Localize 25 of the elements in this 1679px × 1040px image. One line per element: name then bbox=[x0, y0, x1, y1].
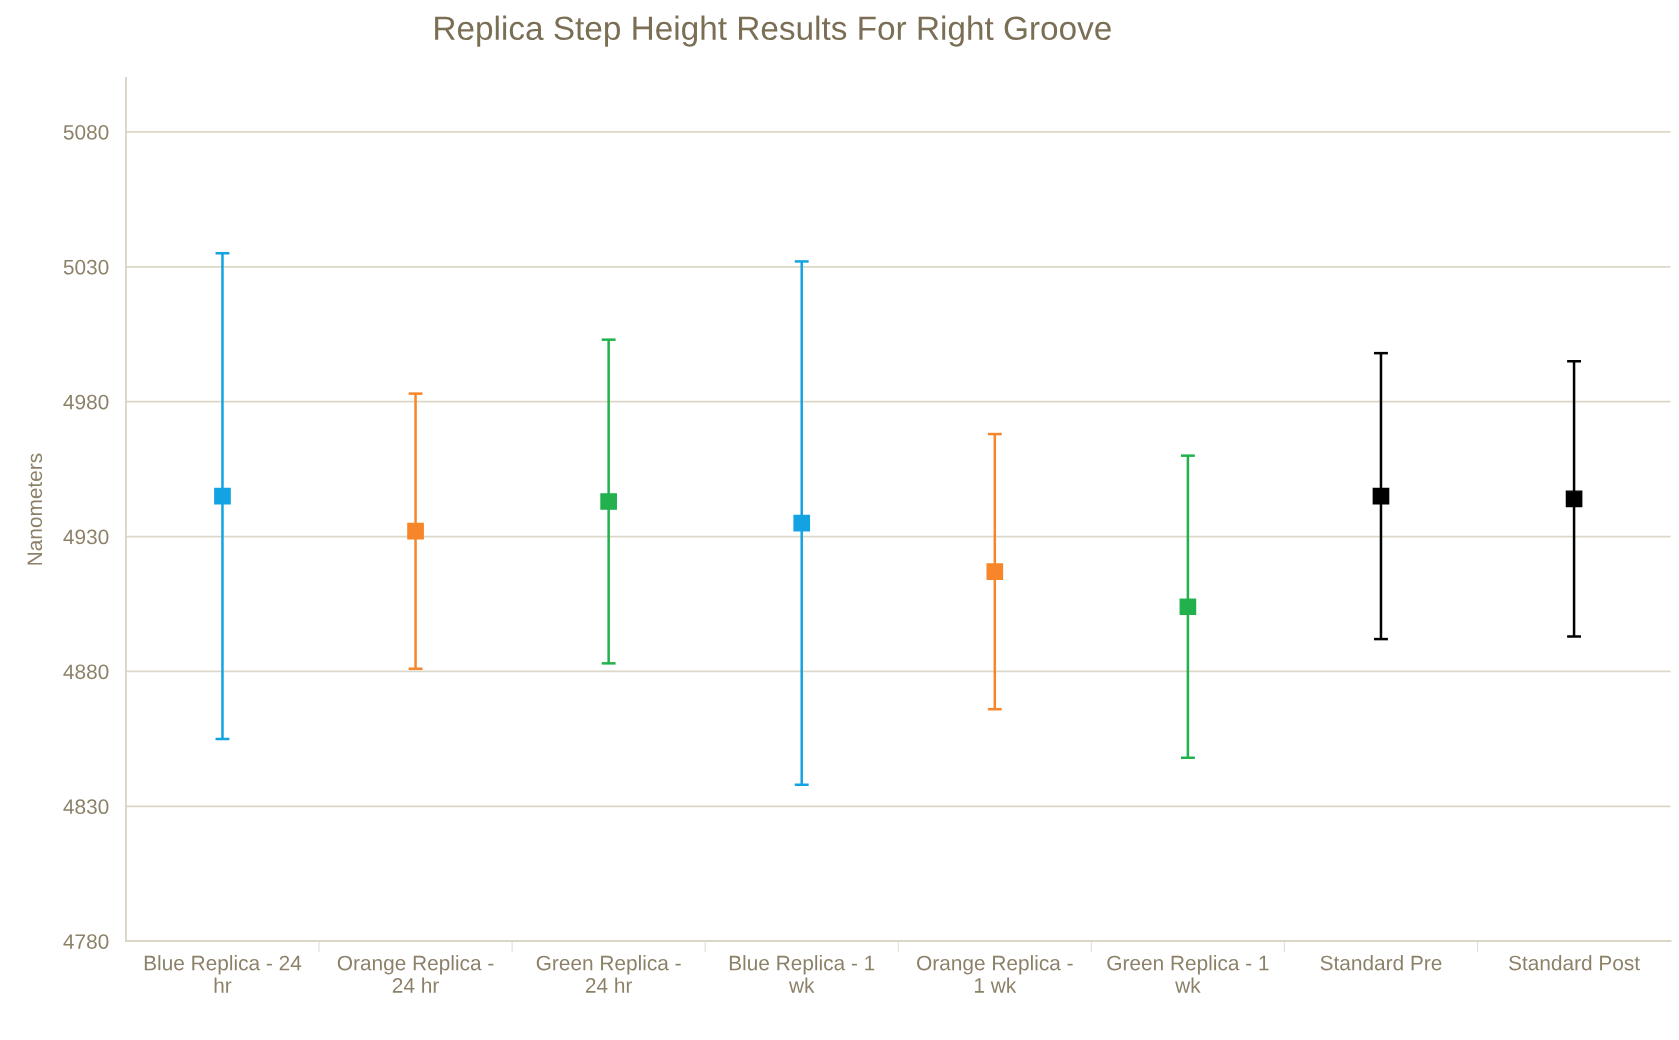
y-tick-label: 4830 bbox=[63, 799, 109, 815]
y-axis-title: Nanometers bbox=[27, 453, 43, 565]
x-tick-label: Blue Replica - 24 hr bbox=[144, 955, 302, 993]
x-tick-label: Standard Pre bbox=[1320, 955, 1442, 971]
point bbox=[1179, 598, 1197, 616]
point bbox=[793, 514, 811, 532]
point bbox=[1372, 487, 1390, 505]
x-tick-label: Orange Replica - 24 hr bbox=[337, 955, 494, 993]
chart-title: Replica Step Height Results For Right Groove bbox=[435, 15, 1111, 47]
point bbox=[214, 487, 231, 505]
y-tick-label: 5030 bbox=[63, 259, 109, 275]
x-tick-label: Standard Post bbox=[1509, 955, 1640, 971]
y-tick-label: 4930 bbox=[63, 529, 109, 545]
y-tick-label: 5080 bbox=[63, 124, 109, 140]
x-tick-label: Orange Replica - 1 wk bbox=[917, 955, 1073, 993]
y-tick-label: 4980 bbox=[63, 394, 109, 410]
point bbox=[1565, 490, 1583, 508]
y-tick-label: 4780 bbox=[63, 934, 109, 949]
x-tick-label: Blue Replica - 1 wk bbox=[729, 955, 875, 993]
x-tick-label: Green Replica - 1 wk bbox=[1107, 955, 1269, 993]
point bbox=[600, 493, 617, 510]
x-tick-label: Green Replica - 24 hr bbox=[536, 955, 681, 993]
point bbox=[407, 522, 424, 540]
y-tick-label: 4880 bbox=[63, 664, 109, 680]
point bbox=[986, 563, 1004, 580]
